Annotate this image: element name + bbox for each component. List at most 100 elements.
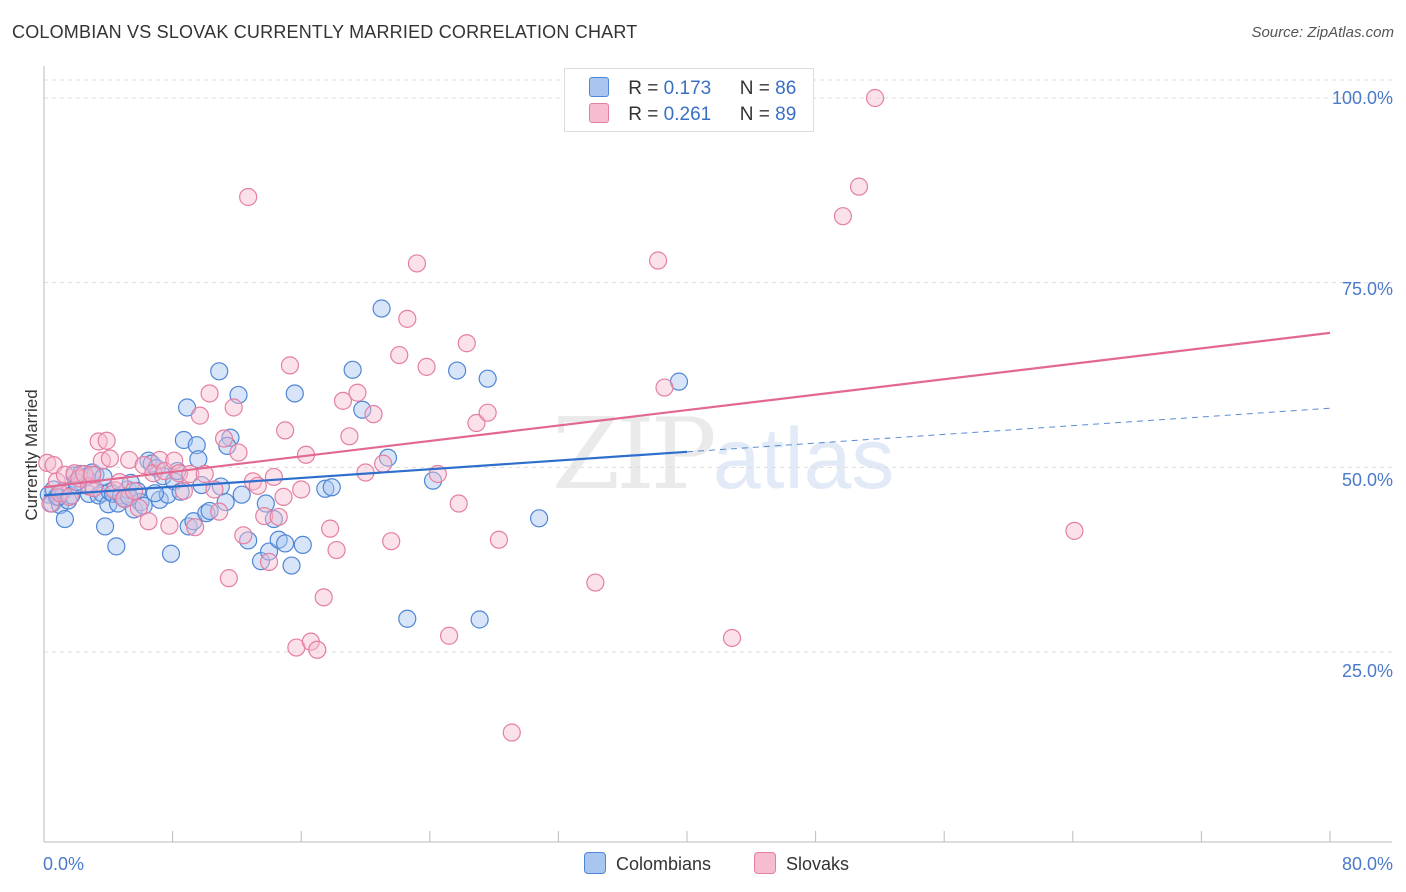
slovaks-point bbox=[224, 398, 243, 417]
tick-labels: 0.0% 80.0% 25.0% 50.0% 75.0% 100.0% bbox=[43, 88, 1393, 874]
y-tick-label-100: 100.0% bbox=[1332, 88, 1393, 108]
slovaks-point bbox=[655, 378, 674, 397]
colombians-point bbox=[448, 361, 467, 380]
y-tick-label-50: 50.0% bbox=[1342, 470, 1393, 490]
slovaks-point bbox=[308, 640, 327, 659]
slovaks-point bbox=[417, 357, 436, 376]
slovaks-point bbox=[364, 405, 383, 424]
legend-row-slovaks: R = 0.261 N = 89 bbox=[589, 103, 796, 125]
slovaks-points bbox=[38, 88, 1084, 742]
colombians-swatch bbox=[589, 77, 609, 97]
slovaks-point bbox=[139, 512, 158, 531]
slovaks-point bbox=[234, 526, 253, 545]
n-value: 86 bbox=[775, 78, 797, 99]
colombians-point bbox=[177, 398, 197, 417]
slovaks-point bbox=[321, 519, 340, 538]
slovaks-point bbox=[722, 628, 742, 648]
colombians-point bbox=[179, 517, 198, 536]
n-label: N = bbox=[739, 104, 770, 125]
slovaks-point bbox=[120, 450, 139, 470]
colombians-point bbox=[372, 299, 391, 318]
r-label: R = bbox=[628, 78, 659, 99]
slovaks-point bbox=[327, 540, 346, 560]
colombians-point bbox=[478, 369, 497, 388]
y-tick-label-25: 25.0% bbox=[1342, 661, 1393, 681]
colombians-point bbox=[353, 400, 372, 419]
colombians-point bbox=[161, 544, 181, 563]
r-label: R = bbox=[628, 104, 659, 125]
slovaks-point bbox=[374, 454, 393, 473]
slovaks-legend-swatch bbox=[754, 852, 776, 874]
slovaks-swatch bbox=[589, 103, 609, 123]
slovaks-point bbox=[865, 88, 885, 108]
source-label: Source: ZipAtlas.com bbox=[1251, 24, 1394, 41]
legend-item-colombians[interactable]: Colombians bbox=[584, 852, 711, 875]
grid-lines bbox=[44, 79, 1392, 653]
slovaks-point bbox=[502, 723, 521, 742]
slovaks-point bbox=[195, 464, 214, 484]
slovaks-point bbox=[210, 502, 229, 521]
slovaks-point bbox=[398, 309, 417, 328]
slovaks-point bbox=[292, 480, 311, 499]
colombians-point bbox=[322, 478, 341, 497]
slovaks-point bbox=[239, 187, 258, 207]
slovaks-point bbox=[229, 443, 248, 462]
colombians-legend-swatch bbox=[584, 852, 606, 874]
colombians-point bbox=[210, 362, 229, 381]
slovaks-point bbox=[586, 573, 605, 592]
colombians-point bbox=[378, 448, 398, 467]
colombians-point bbox=[216, 492, 235, 512]
colombians-point bbox=[200, 501, 219, 521]
colombians-point bbox=[343, 360, 362, 379]
slovaks-point bbox=[833, 207, 853, 226]
colombians-point bbox=[55, 509, 74, 529]
slovaks-point bbox=[55, 465, 74, 484]
slovaks-point bbox=[60, 487, 79, 506]
r-value: 0.173 bbox=[663, 78, 712, 99]
r-value: 0.261 bbox=[663, 104, 712, 125]
slovaks-point bbox=[259, 552, 279, 571]
slovaks-point bbox=[314, 588, 333, 607]
colombians-point bbox=[232, 485, 251, 504]
slovaks-point bbox=[186, 518, 205, 537]
slovaks-point bbox=[439, 626, 459, 645]
trend-lines bbox=[43, 331, 1331, 497]
slovaks-point bbox=[407, 254, 427, 273]
slovaks-trend-line bbox=[43, 331, 1331, 489]
colombians-point bbox=[107, 537, 126, 556]
slovaks-point bbox=[382, 532, 401, 551]
slovaks-point bbox=[65, 464, 84, 483]
slovaks-point bbox=[190, 406, 210, 425]
slovaks-point bbox=[280, 356, 300, 375]
slovaks-point bbox=[274, 487, 293, 506]
slovaks-point bbox=[129, 498, 148, 518]
slovaks-point bbox=[489, 530, 509, 549]
colombians-point bbox=[259, 542, 279, 561]
x-tick-label-min: 0.0% bbox=[43, 854, 84, 874]
colombians-point bbox=[470, 610, 489, 629]
y-tick-label-75: 75.0% bbox=[1342, 279, 1393, 299]
legend-label-slovaks: Slovaks bbox=[786, 854, 850, 874]
slovaks-point bbox=[340, 427, 359, 446]
slovaks-point bbox=[390, 345, 409, 365]
slovaks-point bbox=[160, 516, 179, 535]
n-label: N = bbox=[739, 78, 770, 99]
slovaks-point bbox=[100, 449, 120, 468]
slovaks-point bbox=[150, 450, 169, 470]
colombians-point bbox=[398, 609, 417, 628]
slovaks-point bbox=[200, 384, 219, 403]
slovaks-point bbox=[214, 429, 234, 448]
slovaks-point bbox=[333, 391, 353, 410]
legend-item-slovaks[interactable]: Slovaks bbox=[754, 852, 849, 875]
slovaks-point bbox=[83, 465, 102, 484]
chart-title: COLOMBIAN VS SLOVAK CURRENTLY MARRIED CO… bbox=[12, 22, 638, 42]
slovaks-point bbox=[478, 403, 497, 422]
slovaks-point bbox=[97, 431, 116, 450]
series-legend: Colombians Slovaks bbox=[0, 852, 1406, 876]
slovaks-point bbox=[348, 383, 367, 402]
slovaks-point bbox=[648, 251, 668, 270]
colombians-point bbox=[530, 509, 549, 528]
slovaks-point bbox=[276, 421, 295, 440]
colombians-point bbox=[282, 556, 301, 575]
